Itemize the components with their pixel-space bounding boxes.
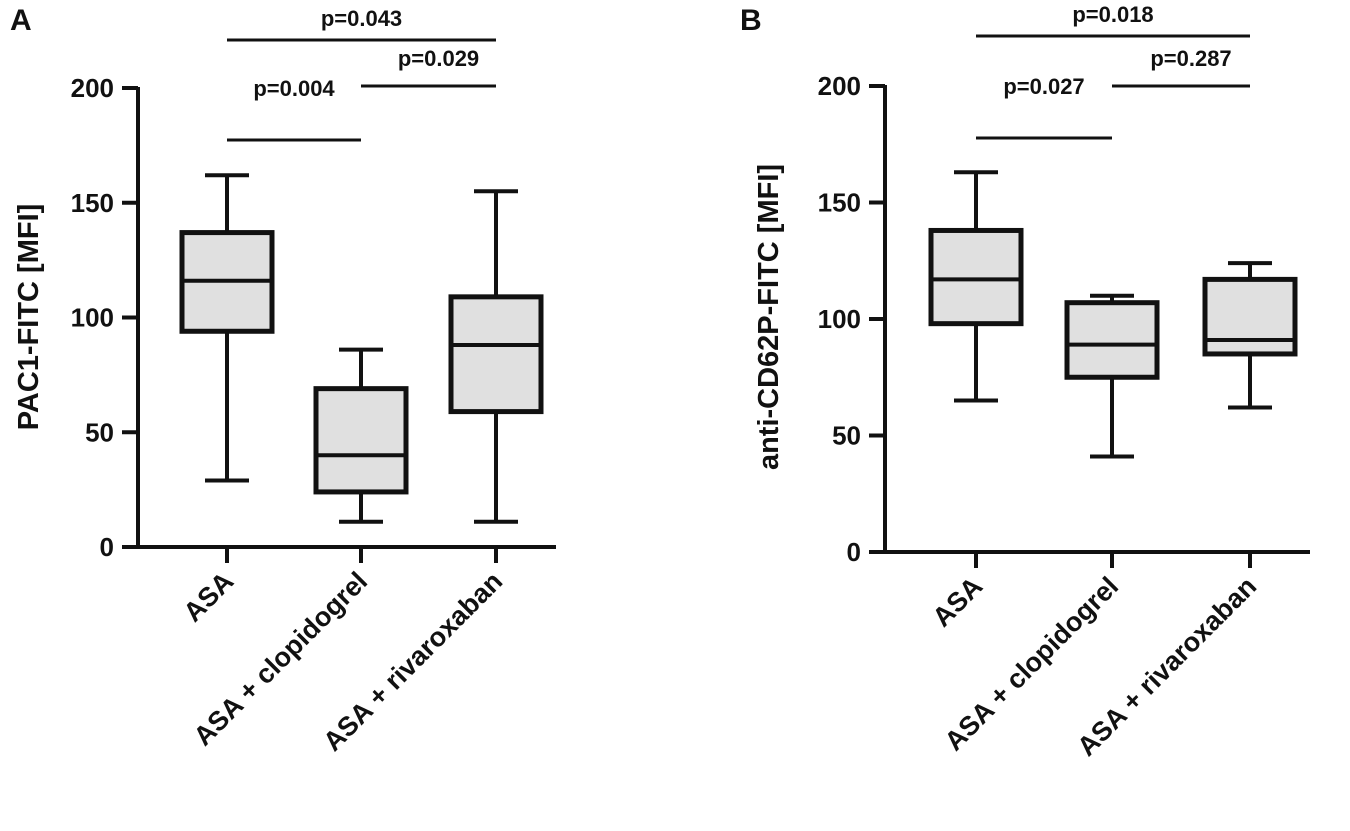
y-tick-label: 150 [71, 188, 114, 218]
y-tick-label: 150 [818, 188, 861, 218]
panel-letter: A [10, 4, 32, 37]
p-value-label: p=0.287 [1150, 46, 1231, 71]
box-iqr [1064, 300, 1160, 380]
box-plot [448, 189, 544, 524]
box-iqr [1202, 276, 1298, 357]
y-tick-label: 50 [832, 421, 861, 451]
box-iqr [928, 227, 1024, 327]
significance-bracket: p=0.287 [1112, 46, 1250, 88]
y-tick-label: 200 [71, 73, 114, 103]
box-plot [1064, 293, 1160, 459]
box-plot [1202, 261, 1298, 410]
significance-bracket: p=0.029 [361, 46, 496, 88]
p-value-label: p=0.027 [1003, 74, 1084, 99]
significance-bracket: p=0.018 [976, 2, 1250, 38]
box-iqr [313, 386, 409, 495]
significance-bracket: p=0.043 [227, 6, 496, 42]
box-plot [179, 173, 275, 483]
p-value-label: p=0.004 [253, 76, 335, 101]
box-iqr [448, 294, 544, 415]
y-axis-label: PAC1-FITC [MFI] [13, 204, 45, 431]
y-tick-label: 100 [71, 303, 114, 333]
y-tick-label: 200 [818, 71, 861, 101]
category-label: ASA [927, 571, 989, 633]
y-tick-label: 0 [847, 537, 861, 567]
p-value-label: p=0.018 [1072, 2, 1153, 27]
y-tick-label: 0 [100, 532, 114, 562]
significance-bracket: p=0.027 [976, 74, 1112, 140]
box-plot [928, 170, 1024, 403]
y-axis-label: anti-CD62P-FITC [MFI] [753, 164, 785, 470]
category-label: ASA [178, 566, 240, 628]
panel-letter: B [740, 4, 762, 37]
y-tick-label: 100 [818, 304, 861, 334]
significance-bracket: p=0.004 [227, 76, 361, 142]
p-value-label: p=0.043 [321, 6, 402, 31]
p-value-label: p=0.029 [398, 46, 479, 71]
box-plot [313, 347, 409, 524]
y-tick-label: 50 [85, 417, 114, 447]
